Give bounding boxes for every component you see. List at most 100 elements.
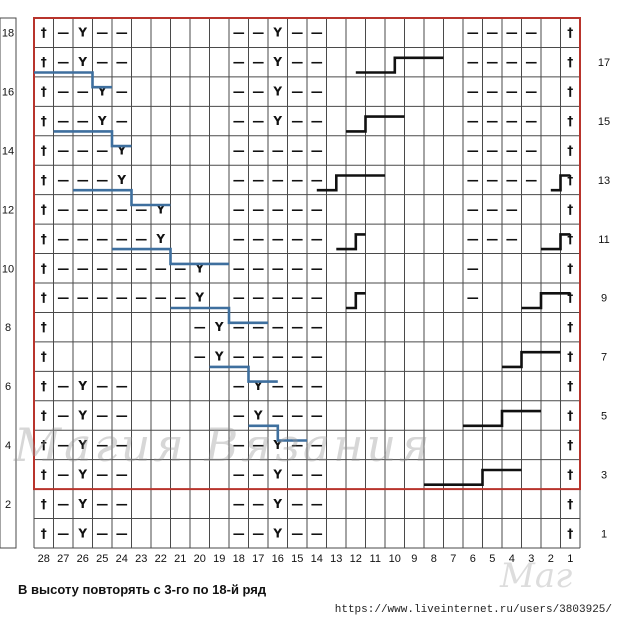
slip-stitch-symbol: Y bbox=[194, 291, 204, 305]
purl-symbol: — bbox=[506, 85, 518, 99]
purl-symbol: — bbox=[252, 202, 264, 216]
edge-stitch-symbol: † bbox=[41, 202, 47, 216]
slip-stitch-symbol: Y bbox=[77, 379, 87, 393]
purl-symbol: — bbox=[252, 526, 264, 540]
stitch-stair-line-blue bbox=[209, 365, 278, 383]
purl-symbol: — bbox=[252, 85, 264, 99]
purl-symbol: — bbox=[311, 55, 323, 69]
column-number: 5 bbox=[489, 553, 495, 565]
source-url[interactable]: https://www.liveinternet.ru/users/380392… bbox=[334, 604, 612, 616]
purl-symbol: — bbox=[233, 26, 245, 40]
column-number: 15 bbox=[291, 553, 303, 565]
purl-symbol: — bbox=[525, 55, 537, 69]
purl-symbol: — bbox=[233, 526, 245, 540]
row-number-right: 3 bbox=[601, 469, 607, 481]
purl-symbol: — bbox=[77, 144, 89, 158]
purl-symbol: — bbox=[311, 114, 323, 128]
purl-symbol: — bbox=[291, 202, 303, 216]
purl-symbol: — bbox=[233, 497, 245, 511]
edge-stitch-symbol: † bbox=[41, 497, 47, 511]
purl-symbol: — bbox=[311, 409, 323, 423]
purl-symbol: — bbox=[291, 85, 303, 99]
column-number: 17 bbox=[252, 553, 264, 565]
purl-symbol: — bbox=[311, 173, 323, 187]
purl-symbol: — bbox=[57, 114, 69, 128]
row-number-right: 17 bbox=[598, 57, 610, 69]
purl-symbol: — bbox=[233, 291, 245, 305]
column-number: 28 bbox=[38, 553, 50, 565]
purl-symbol: — bbox=[272, 202, 284, 216]
purl-symbol: — bbox=[96, 55, 108, 69]
purl-symbol: — bbox=[272, 232, 284, 246]
purl-symbol: — bbox=[291, 114, 303, 128]
purl-symbol: — bbox=[291, 409, 303, 423]
edge-stitch-symbol: † bbox=[567, 409, 573, 423]
edge-stitch-symbol: † bbox=[41, 379, 47, 393]
edge-stitch-symbol: † bbox=[567, 526, 573, 540]
purl-symbol: — bbox=[272, 350, 284, 364]
slip-stitch-symbol: Y bbox=[77, 497, 87, 511]
purl-symbol: — bbox=[291, 26, 303, 40]
slip-stitch-symbol: Y bbox=[77, 55, 87, 69]
purl-symbol: — bbox=[467, 173, 479, 187]
row-number-right: 11 bbox=[598, 234, 609, 246]
purl-symbol: — bbox=[525, 26, 537, 40]
purl-symbol: — bbox=[57, 526, 69, 540]
stitch-stair-line bbox=[502, 350, 561, 369]
purl-symbol: — bbox=[116, 114, 128, 128]
stitch-stair-line-blue bbox=[248, 424, 307, 442]
edge-stitch-symbol: † bbox=[567, 114, 573, 128]
row-number-right: 15 bbox=[598, 116, 610, 128]
purl-symbol: — bbox=[252, 350, 264, 364]
purl-symbol: — bbox=[96, 232, 108, 246]
slip-stitch-symbol: Y bbox=[77, 409, 87, 423]
purl-symbol: — bbox=[291, 173, 303, 187]
purl-symbol: — bbox=[252, 438, 264, 452]
stitch-stair-line-blue bbox=[34, 71, 112, 89]
purl-symbol: — bbox=[467, 232, 479, 246]
edge-stitch-symbol: † bbox=[41, 55, 47, 69]
purl-symbol: — bbox=[96, 144, 108, 158]
purl-symbol: — bbox=[252, 261, 264, 275]
purl-symbol: — bbox=[116, 438, 128, 452]
edge-stitch-symbol: † bbox=[41, 409, 47, 423]
stitch-stair-line bbox=[355, 56, 444, 74]
edge-stitch-symbol: † bbox=[41, 467, 47, 481]
column-number: 25 bbox=[96, 553, 108, 565]
purl-symbol: — bbox=[467, 261, 479, 275]
purl-symbol: — bbox=[467, 202, 479, 216]
purl-symbol: — bbox=[96, 497, 108, 511]
column-number: 11 bbox=[370, 553, 381, 565]
slip-stitch-symbol: Y bbox=[272, 438, 282, 452]
purl-symbol: — bbox=[233, 350, 245, 364]
purl-symbol: — bbox=[467, 55, 479, 69]
stitch-stair-line-blue bbox=[170, 306, 268, 325]
purl-symbol: — bbox=[311, 467, 323, 481]
column-number: 23 bbox=[135, 553, 147, 565]
purl-symbol: — bbox=[135, 291, 147, 305]
row-number-left: 12 bbox=[2, 204, 14, 216]
purl-symbol: — bbox=[77, 173, 89, 187]
row-number-frame bbox=[0, 17, 17, 549]
purl-symbol: — bbox=[135, 261, 147, 275]
purl-symbol: — bbox=[311, 526, 323, 540]
edge-stitch-symbol: † bbox=[41, 261, 47, 275]
row-number-left: 8 bbox=[5, 322, 11, 334]
edge-stitch-symbol: † bbox=[567, 173, 573, 187]
purl-symbol: — bbox=[96, 467, 108, 481]
purl-symbol: — bbox=[77, 114, 89, 128]
edge-stitch-symbol: † bbox=[41, 26, 47, 40]
purl-symbol: — bbox=[57, 261, 69, 275]
slip-stitch-symbol: Y bbox=[272, 497, 282, 511]
purl-symbol: — bbox=[57, 409, 69, 423]
row-number-right: 5 bbox=[601, 411, 607, 423]
stitch-stair-line bbox=[463, 409, 541, 428]
slip-stitch-symbol: Y bbox=[253, 379, 263, 393]
column-number: 12 bbox=[350, 553, 362, 565]
slip-stitch-symbol: Y bbox=[97, 85, 107, 99]
purl-symbol: — bbox=[96, 173, 108, 187]
edge-stitch-symbol: † bbox=[567, 350, 573, 364]
purl-symbol: — bbox=[311, 26, 323, 40]
repeat-instruction: В высоту повторять с 3-го по 18-й ряд bbox=[18, 582, 267, 597]
purl-symbol: — bbox=[116, 202, 128, 216]
